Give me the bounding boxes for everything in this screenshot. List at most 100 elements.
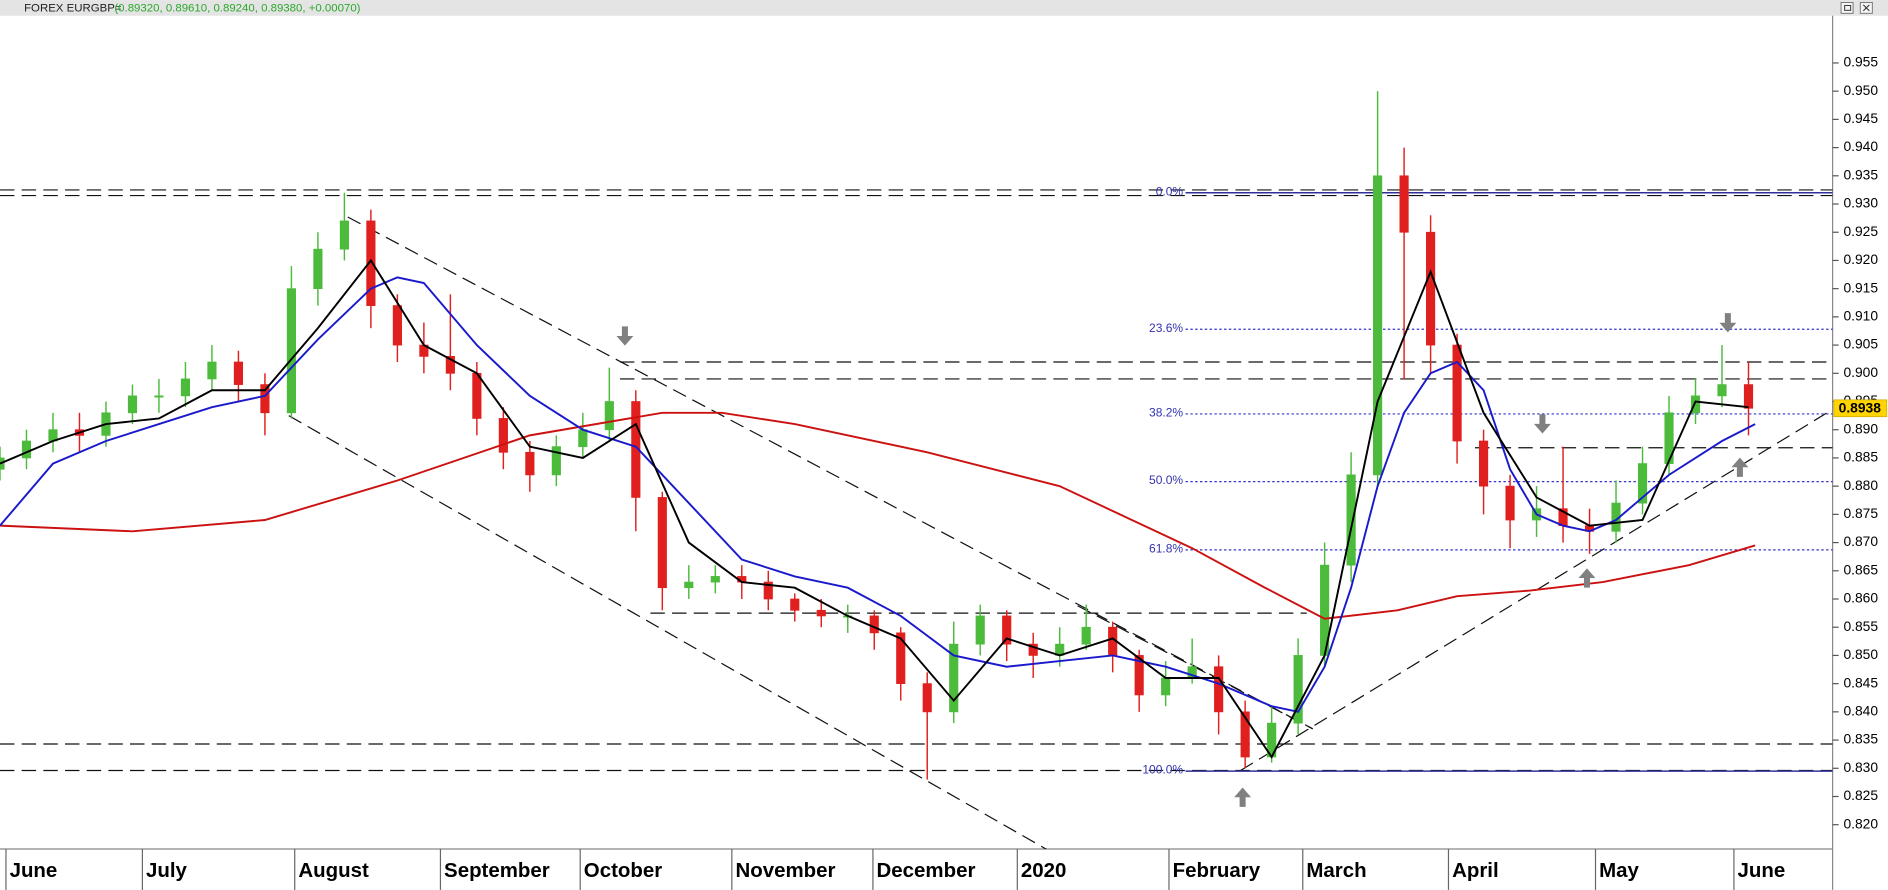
candle-body [975,615,985,645]
x-tick-label: March [1306,859,1366,882]
candle-body [1505,485,1515,521]
y-tick-label: 0.915 [1843,279,1878,295]
y-tick-label: 0.835 [1843,731,1878,747]
plot-area [0,91,1833,849]
candle-body [1478,440,1489,487]
y-tick-label: 0.875 [1843,505,1878,521]
candle-body [1081,626,1091,645]
y-tick-label: 0.850 [1843,646,1878,662]
candle-body [1214,666,1224,713]
candle-body [1293,655,1303,724]
candle-body [154,395,164,398]
candle-body [1134,655,1144,696]
y-tick-label: 0.845 [1843,674,1878,690]
candle-body [1028,643,1038,656]
y-tick-label: 0.930 [1843,195,1878,211]
trend-line [288,415,1048,849]
y-tick-label: 0.890 [1843,420,1878,436]
fib-label: 38.2% [1149,406,1183,420]
y-tick-label: 0.840 [1843,703,1878,719]
candle-body [207,361,217,380]
candle-body [684,581,694,589]
trend-line [347,216,1313,730]
y-tick-label: 0.865 [1843,561,1878,577]
x-tick-label: May [1599,859,1639,882]
candle-body [180,378,191,397]
close-icon [1862,4,1870,12]
candle-body [366,220,376,306]
candle-body [922,683,932,713]
x-tick-label: October [584,859,662,882]
up-arrow [1731,457,1749,477]
candle-body [949,643,959,713]
fib-label: 100.0% [1142,763,1183,777]
arrows [616,313,1749,807]
candle-body [869,615,879,634]
trend-line [1240,408,1833,772]
header-bar [0,0,1888,16]
down-arrow [616,326,634,346]
down-arrow [1719,313,1737,333]
candle-body [1240,711,1250,758]
candle-body [551,446,561,476]
y-tick-label: 0.830 [1843,759,1878,775]
x-tick-label: July [146,859,188,882]
candle-body [1664,412,1674,464]
candle-body [631,401,641,498]
candle-body [1690,395,1701,414]
candle-body [790,598,800,611]
candle-body [657,497,667,589]
fib-label: 0.0% [1156,184,1184,198]
x-tick-label: November [735,859,835,882]
y-tick-label: 0.955 [1843,54,1878,70]
y-tick-label: 0.940 [1843,138,1878,154]
candle-body [896,632,906,685]
y-tick-label: 0.855 [1843,618,1878,634]
x-tick-label: 2020 [1021,859,1067,882]
x-tick-label: June [10,859,58,882]
x-tick-label: February [1173,859,1261,882]
last-price-label: 0.8938 [1839,400,1882,416]
candle-body [1161,677,1171,696]
x-tick-label: June [1738,859,1786,882]
x-tick-label: August [298,859,369,882]
candle-body [1002,615,1012,645]
up-arrow [1578,568,1596,588]
fib-label: 23.6% [1149,321,1183,335]
moving-average [0,258,1749,759]
down-arrow [1534,414,1551,434]
restore-button[interactable] [1840,2,1854,14]
y-tick-label: 0.825 [1843,787,1878,803]
y-tick-label: 0.885 [1843,449,1878,465]
candle-body [286,288,296,414]
candle-body [233,361,244,385]
candle-body [604,401,614,431]
y-tick-label: 0.870 [1843,533,1878,549]
moving-average [0,411,1756,620]
y-tick-label: 0.925 [1843,223,1878,239]
x-tick-label: September [444,859,550,882]
last-price-box [1833,399,1888,418]
candle-body [392,305,402,346]
y-tick-label: 0.900 [1843,364,1878,380]
chart-title: FOREX EURGBP= [24,3,122,15]
candle-body [498,418,508,453]
y-tick-label: 0.910 [1843,308,1878,324]
candle-body [127,395,138,414]
candle-body [1743,384,1754,409]
moving-average [0,276,1756,713]
y-tick-label: 0.820 [1843,815,1878,831]
up-arrow [1234,787,1252,807]
chart-subtitle: (0.89320, 0.89610, 0.89240, 0.89380, +0.… [114,3,360,15]
y-tick-label: 0.935 [1843,166,1878,182]
fib-label: 50.0% [1149,473,1183,487]
candle-body [1637,463,1648,504]
candle-body [1452,344,1462,442]
y-tick-label: 0.950 [1843,82,1878,98]
x-tick-label: April [1452,859,1499,882]
y-tick-label: 0.860 [1843,590,1878,606]
candle-body [472,372,482,419]
candle-body [1426,231,1436,346]
